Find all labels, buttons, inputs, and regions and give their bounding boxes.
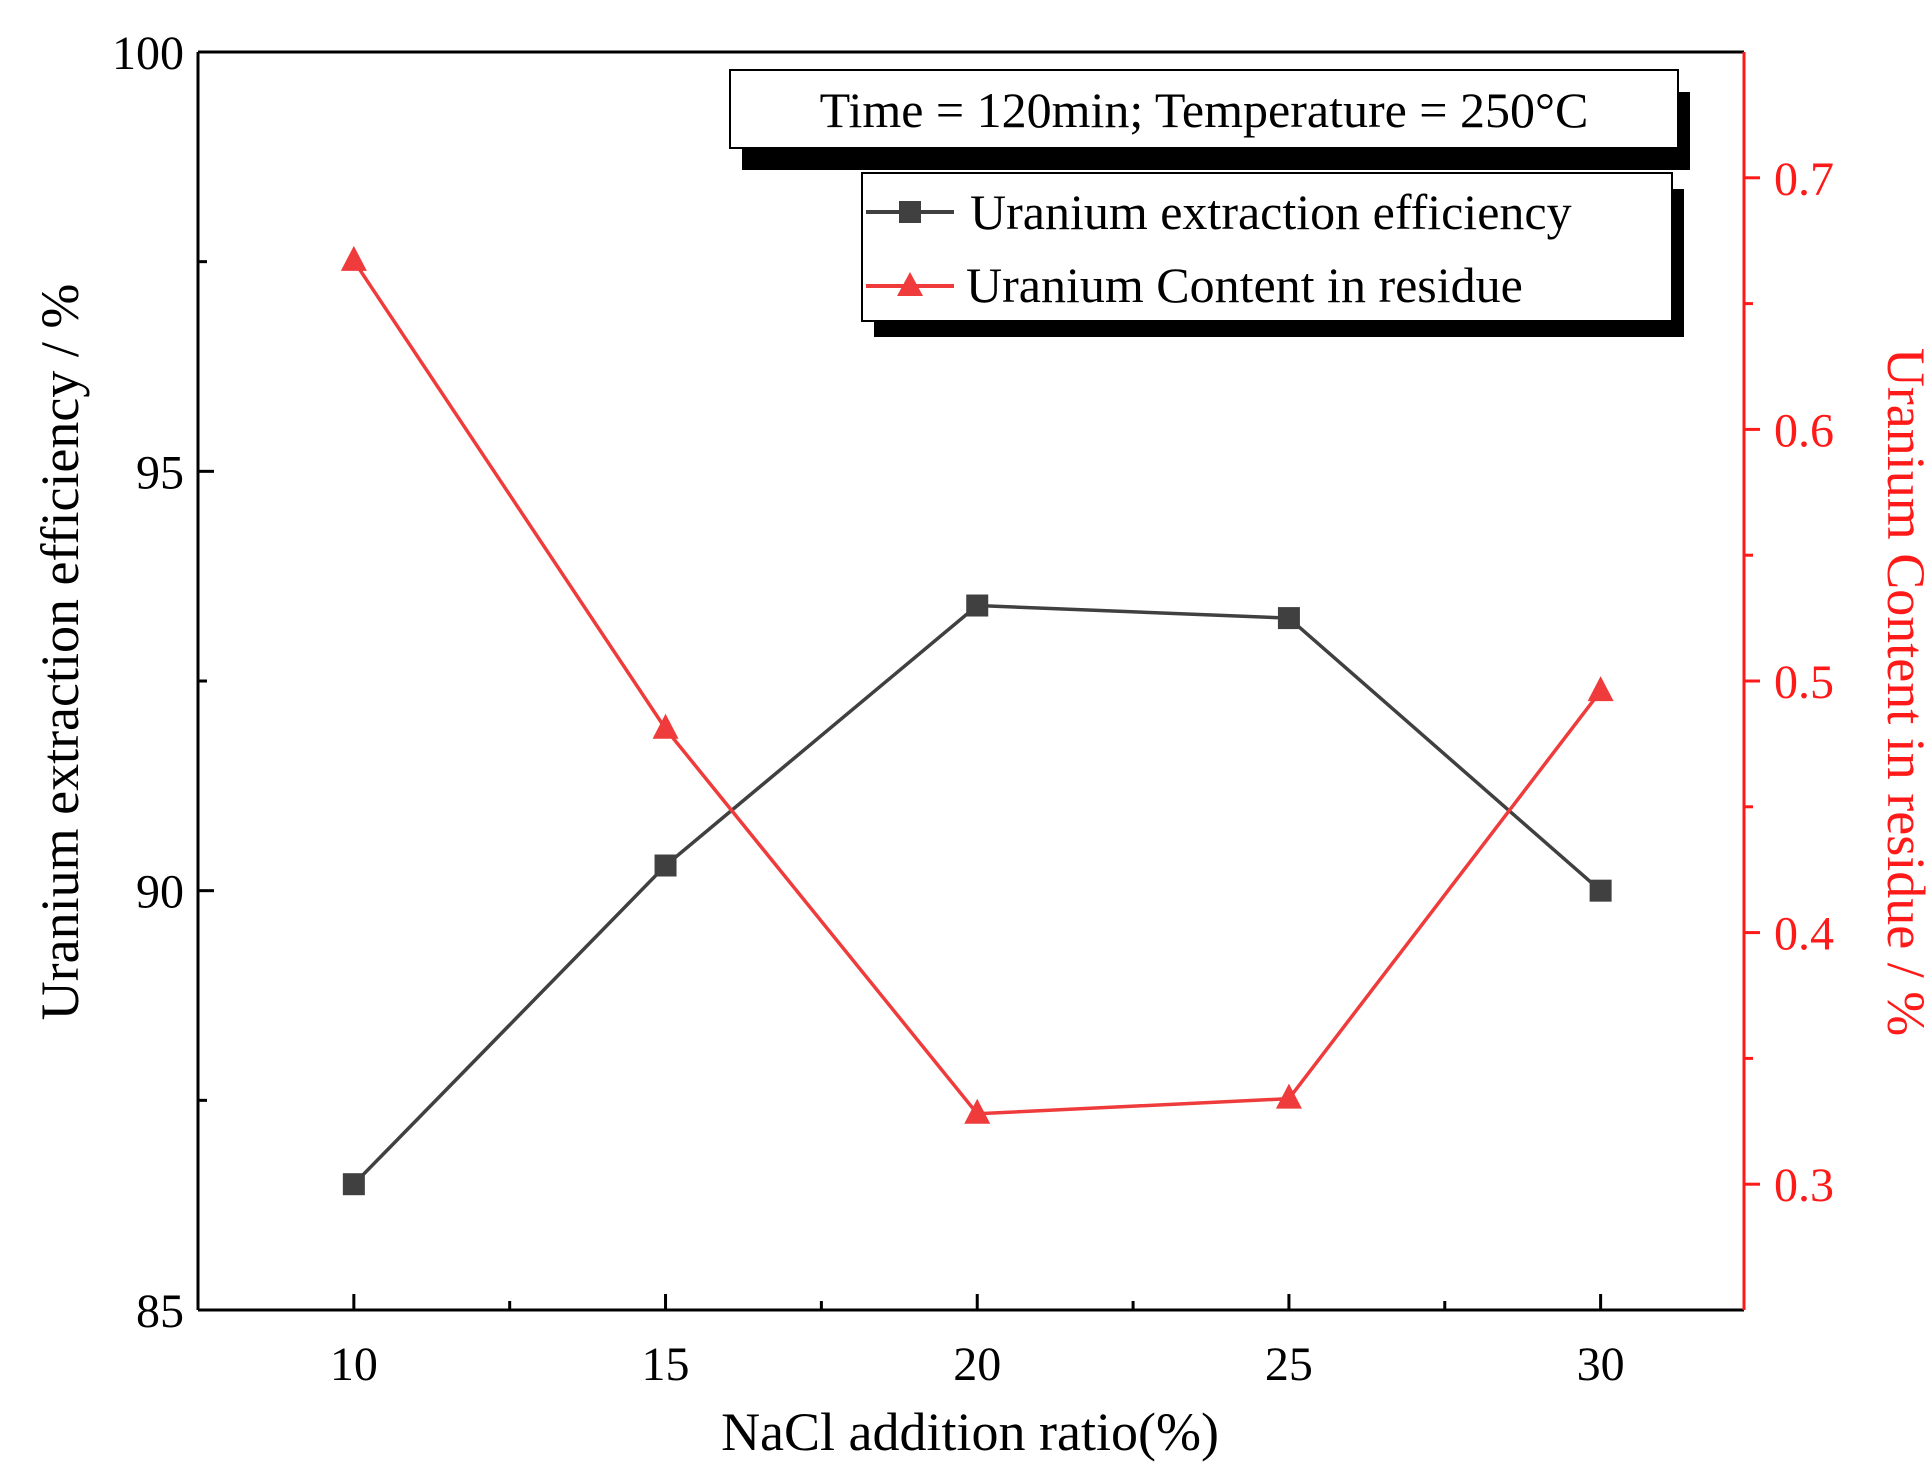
series-line-content xyxy=(352,259,1603,1116)
y-left-tick-label: 85 xyxy=(136,1285,184,1338)
data-point-content xyxy=(340,245,367,271)
x-tick-label: 10 xyxy=(330,1338,378,1391)
series-layer xyxy=(340,245,1614,1196)
x-tick-label: 15 xyxy=(642,1338,690,1391)
data-point-content xyxy=(652,713,679,739)
y-right-tick-label: 0.3 xyxy=(1774,1159,1834,1212)
data-point-efficiency xyxy=(1277,607,1300,630)
data-point-efficiency xyxy=(342,1173,365,1196)
annotation-box: Time = 120min; Temperature = 250°C xyxy=(729,69,1690,170)
legend: Uranium extraction efficiency Uranium Co… xyxy=(861,172,1684,337)
annotation-text: Time = 120min; Temperature = 250°C xyxy=(820,82,1589,138)
data-point-efficiency xyxy=(966,594,989,617)
legend-marker-triangle xyxy=(897,272,923,296)
legend-marker-square xyxy=(899,201,921,223)
x-tick-label: 30 xyxy=(1577,1338,1625,1391)
data-point-efficiency xyxy=(654,854,677,877)
y-right-tick-label: 0.7 xyxy=(1774,153,1834,206)
x-axis-title: NaCl addition ratio(%) xyxy=(721,1402,1219,1462)
annotation-frame xyxy=(729,69,1679,149)
data-point-content xyxy=(964,1098,991,1124)
y-left-tick-label: 95 xyxy=(136,446,184,499)
y-right-tick-label: 0.5 xyxy=(1774,656,1834,709)
data-point-content xyxy=(1275,1083,1302,1109)
y-left-tick-label: 100 xyxy=(112,27,184,80)
legend-label-efficiency: Uranium extraction efficiency xyxy=(970,184,1572,240)
x-tick-label: 25 xyxy=(1265,1338,1313,1391)
y-right-tick-label: 0.4 xyxy=(1774,908,1834,961)
y-right-tick-label: 0.6 xyxy=(1774,404,1834,457)
axes-layer: 10 15 20 25 30 85 90 95 100 0.3 0.4 0.5 0.6 0.7 xyxy=(112,27,1834,1391)
y-left-tick-label: 90 xyxy=(136,866,184,919)
legend-label-content: Uranium Content in residue xyxy=(966,257,1523,313)
x-tick-label: 20 xyxy=(953,1338,1001,1391)
data-point-content xyxy=(1587,676,1614,702)
legend-frame xyxy=(861,172,1673,322)
series-line-efficiency xyxy=(352,603,1602,1186)
y-axis-right-title: Uranium Content in residue / % xyxy=(1876,348,1930,1036)
y-axis-left-title: Uranium extraction efficiency / % xyxy=(30,284,90,1021)
data-point-efficiency xyxy=(1589,879,1612,902)
